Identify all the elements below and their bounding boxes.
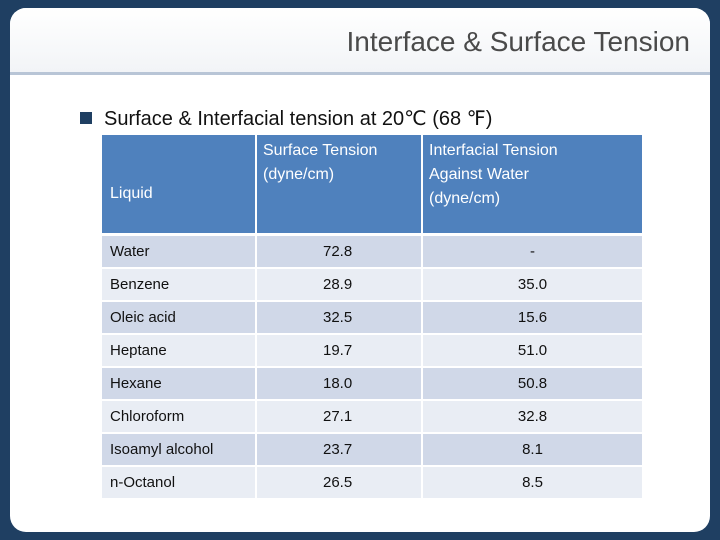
table-row: Oleic acid 32.5 15.6 [102,301,642,335]
table-row: Heptane 19.7 51.0 [102,334,642,368]
header-surface-line1: Surface Tension [263,142,378,159]
square-bullet-icon [80,112,92,124]
cell-surface: 32.5 [256,301,423,335]
table-row: Benzene 28.9 35.0 [102,268,642,302]
header-surface-line2: (dyne/cm) [263,166,335,183]
table-row: Isoamyl alcohol 23.7 8.1 [102,433,642,467]
table-header-row: Liquid Surface Tension (dyne/cm) Interfa… [102,135,642,236]
tension-table: Liquid Surface Tension (dyne/cm) Interfa… [102,135,642,500]
cell-liquid: Isoamyl alcohol [102,433,257,467]
cell-surface: 26.5 [256,466,423,500]
cell-interfacial: 50.8 [422,367,642,401]
cell-interfacial: - [422,234,642,269]
slide-title: Interface & Surface Tension [346,26,690,57]
table-row: Hexane 18.0 50.8 [102,367,642,401]
title-divider [10,72,710,75]
cell-liquid: Water [102,234,257,269]
table-row: Water 72.8 - [102,234,642,269]
cell-liquid: Oleic acid [102,301,257,335]
cell-surface: 27.1 [256,400,423,434]
bullet-text: Surface & Interfacial tension at 20℃ (68… [104,108,493,130]
header-surface-tension: Surface Tension (dyne/cm) [256,135,423,236]
cell-interfacial: 8.5 [422,466,642,500]
header-inter-line2: Against Water [429,166,529,183]
cell-liquid: Heptane [102,334,257,368]
cell-surface: 28.9 [256,268,423,302]
header-interfacial-tension: Interfacial Tension Against Water (dyne/… [422,135,642,236]
header-liquid-label: Liquid [110,185,153,202]
cell-interfacial: 15.6 [422,301,642,335]
cell-surface: 72.8 [256,234,423,269]
cell-surface: 23.7 [256,433,423,467]
title-band: Interface & Surface Tension [10,8,710,72]
table-row: n-Octanol 26.5 8.5 [102,466,642,500]
cell-liquid: Chloroform [102,400,257,434]
cell-surface: 19.7 [256,334,423,368]
header-liquid: Liquid [102,135,257,236]
cell-interfacial: 51.0 [422,334,642,368]
header-inter-line3: (dyne/cm) [429,190,501,207]
cell-interfacial: 35.0 [422,268,642,302]
cell-interfacial: 32.8 [422,400,642,434]
header-inter-line1: Interfacial Tension [429,142,558,159]
cell-surface: 18.0 [256,367,423,401]
table-row: Chloroform 27.1 32.8 [102,400,642,434]
cell-liquid: Benzene [102,268,257,302]
cell-liquid: Hexane [102,367,257,401]
cell-liquid: n-Octanol [102,466,257,500]
cell-interfacial: 8.1 [422,433,642,467]
